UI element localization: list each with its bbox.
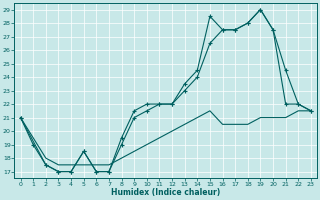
- X-axis label: Humidex (Indice chaleur): Humidex (Indice chaleur): [111, 188, 220, 197]
